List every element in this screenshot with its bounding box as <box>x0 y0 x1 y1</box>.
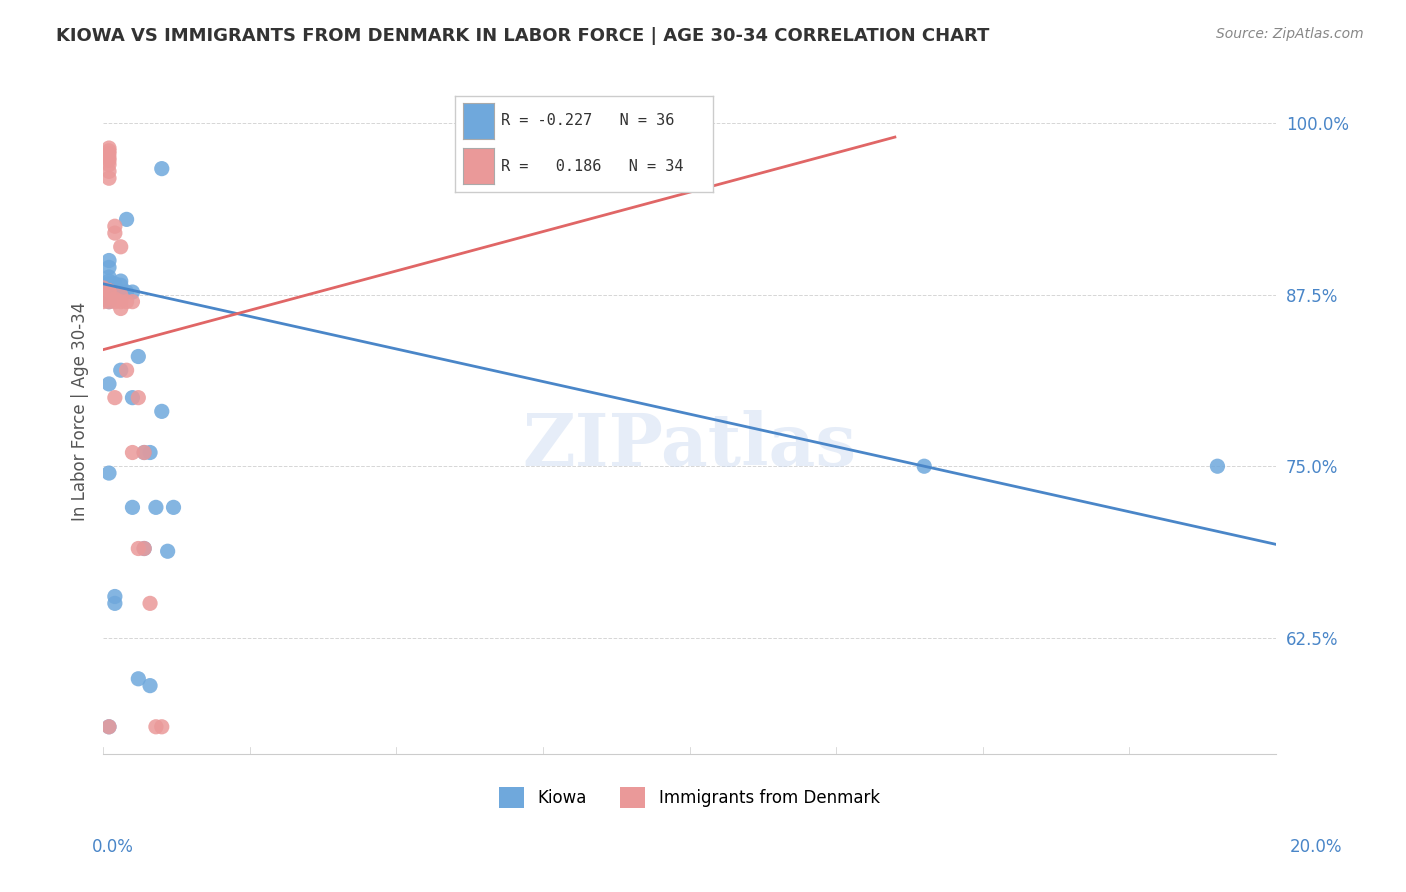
Point <box>91 294 114 309</box>
Point <box>104 277 127 291</box>
Point <box>115 212 138 227</box>
Point <box>98 171 121 186</box>
Point <box>115 363 138 377</box>
Point <box>121 294 143 309</box>
Point <box>98 294 121 309</box>
Point <box>139 445 162 459</box>
Point <box>98 153 121 168</box>
Point <box>115 294 138 309</box>
Legend: Kiowa, Immigrants from Denmark: Kiowa, Immigrants from Denmark <box>492 780 887 814</box>
Point <box>110 294 132 309</box>
Point <box>110 363 132 377</box>
Point <box>127 672 149 686</box>
Point <box>110 285 132 299</box>
Point <box>104 391 127 405</box>
Point <box>150 404 173 418</box>
Point <box>98 260 121 275</box>
Point <box>104 292 127 306</box>
Point <box>104 281 127 295</box>
Point <box>104 596 127 610</box>
Point <box>98 146 121 161</box>
Point <box>98 157 121 171</box>
Point <box>150 720 173 734</box>
Point <box>98 466 121 480</box>
Point <box>139 596 162 610</box>
Point <box>121 391 143 405</box>
Point <box>139 679 162 693</box>
Point <box>110 301 132 316</box>
Point <box>98 141 121 155</box>
Point <box>98 164 121 178</box>
Point <box>98 720 121 734</box>
Text: KIOWA VS IMMIGRANTS FROM DENMARK IN LABOR FORCE | AGE 30-34 CORRELATION CHART: KIOWA VS IMMIGRANTS FROM DENMARK IN LABO… <box>56 27 990 45</box>
Point <box>162 500 184 515</box>
Text: Source: ZipAtlas.com: Source: ZipAtlas.com <box>1216 27 1364 41</box>
Point <box>98 376 121 391</box>
Point <box>110 240 132 254</box>
Point <box>115 285 138 299</box>
Point <box>98 274 121 288</box>
Point <box>91 281 114 295</box>
Point <box>110 287 132 301</box>
Text: 0.0%: 0.0% <box>91 838 134 856</box>
Point <box>127 541 149 556</box>
Point <box>121 500 143 515</box>
Point <box>104 590 127 604</box>
Point <box>145 500 167 515</box>
Point <box>110 278 132 293</box>
Point <box>121 285 143 299</box>
Point <box>104 226 127 240</box>
Point <box>98 151 121 165</box>
Y-axis label: In Labor Force | Age 30-34: In Labor Force | Age 30-34 <box>72 301 89 521</box>
Text: ZIPatlas: ZIPatlas <box>523 410 856 481</box>
Point <box>104 294 127 309</box>
Point <box>98 270 121 285</box>
Point <box>127 350 149 364</box>
Point <box>110 274 132 288</box>
Point <box>134 541 156 556</box>
Point <box>98 284 121 298</box>
Point <box>134 445 156 459</box>
Point <box>98 253 121 268</box>
Point <box>98 720 121 734</box>
Point <box>134 445 156 459</box>
Point <box>912 459 935 474</box>
Point <box>98 285 121 299</box>
Point <box>104 219 127 234</box>
Text: 20.0%: 20.0% <box>1291 838 1343 856</box>
Point <box>98 294 121 309</box>
Point <box>121 445 143 459</box>
Point <box>98 284 121 298</box>
Point <box>150 161 173 176</box>
Point <box>1206 459 1229 474</box>
Point <box>134 541 156 556</box>
Point <box>98 144 121 158</box>
Point <box>145 720 167 734</box>
Point <box>98 277 121 291</box>
Point <box>156 544 179 558</box>
Point <box>127 391 149 405</box>
